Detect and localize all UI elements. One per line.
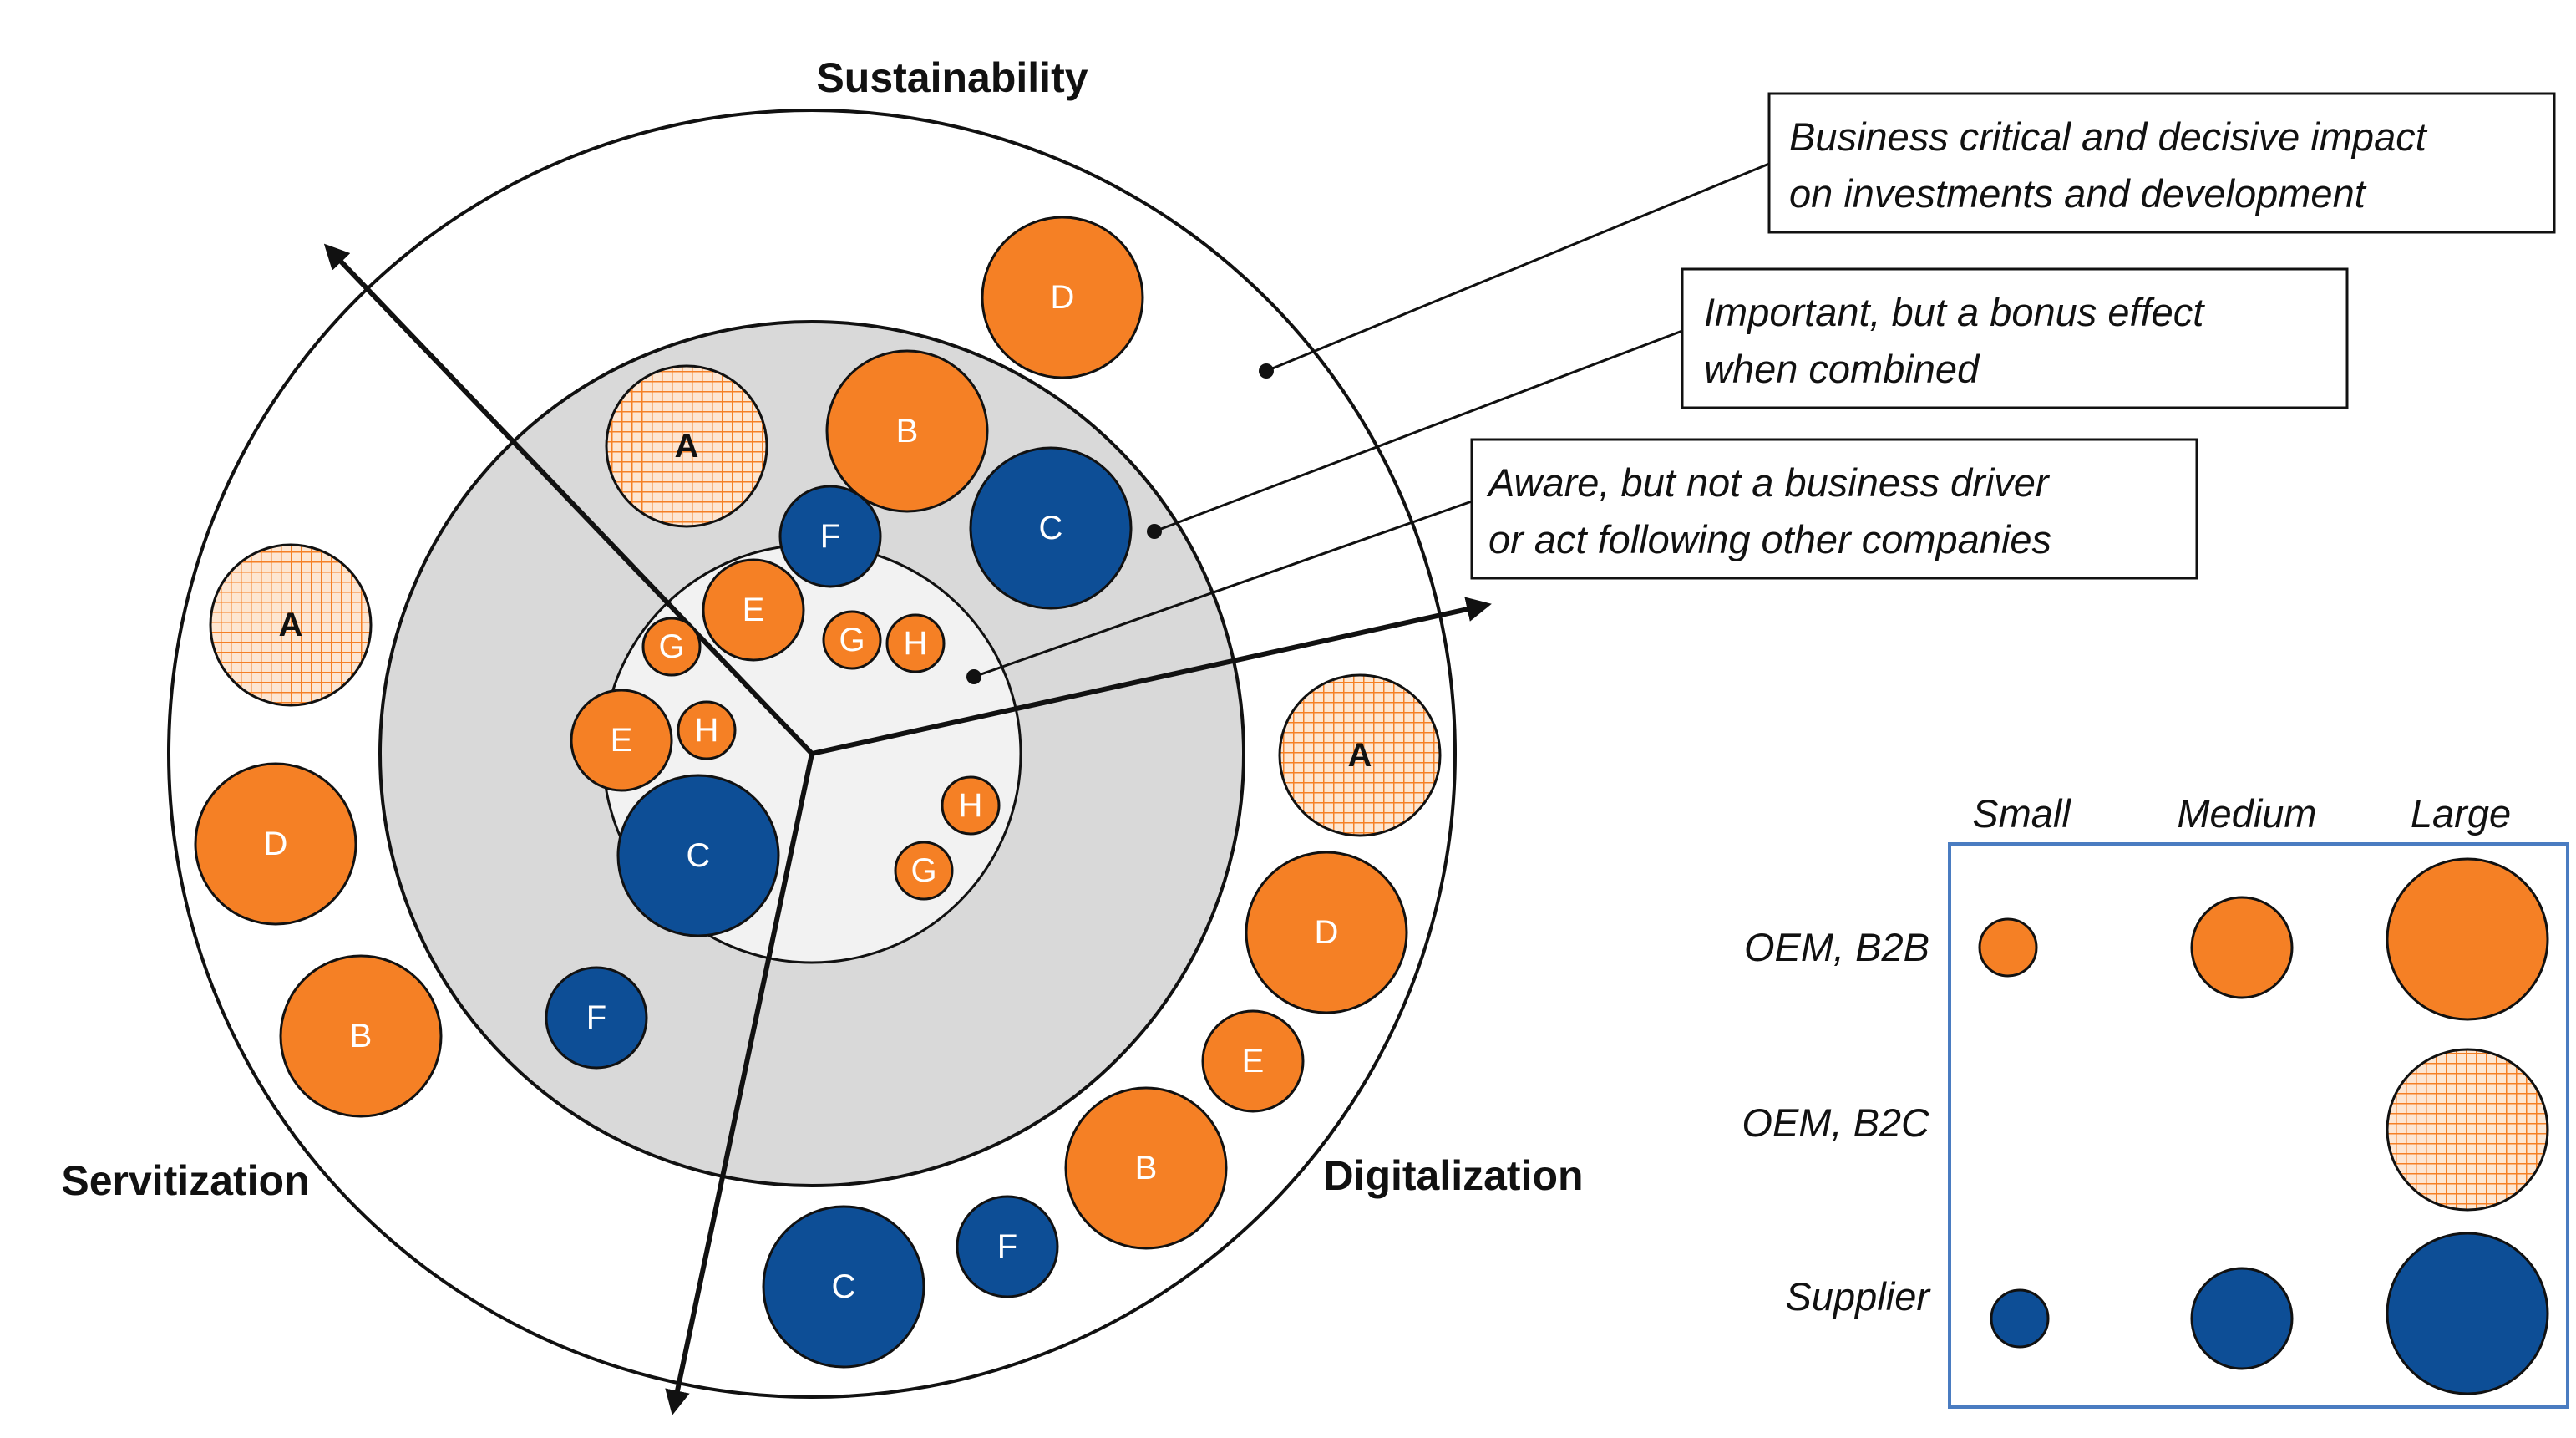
bubble-label: D (1315, 914, 1339, 951)
company-bubble (885, 613, 946, 673)
company-bubble (1201, 1009, 1305, 1113)
legend-row-oem-b2c: OEM, B2C (1742, 1100, 1930, 1145)
sustainability-axis (323, 243, 814, 756)
bubble-label: F (820, 518, 840, 555)
callout-text-outer-line-2: on investments and development (1789, 171, 2367, 216)
callout-leader-middle (1154, 329, 1683, 533)
company-bubble (209, 543, 373, 707)
legend: Small Medium Large OEM, B2B OEM, B2C Sup… (1742, 791, 2569, 1409)
callout-box-outer (1767, 92, 2556, 234)
bubble-label: B (896, 413, 919, 450)
company-bubble (969, 446, 1133, 610)
callout-text-inner-line-2: or act following other companies (1488, 517, 2051, 561)
callout-text-inner-line-1: Aware, but not a business driver (1486, 460, 2051, 505)
bubble-label: A (279, 607, 303, 643)
bubble-label: A (675, 428, 699, 465)
bubble-label: G (839, 622, 865, 658)
company-bubble (194, 762, 357, 926)
company-bubble (279, 954, 443, 1118)
company-bubble (605, 364, 768, 528)
callout-dot-outer (1259, 363, 1274, 379)
company-bubble (956, 1195, 1059, 1298)
legend-b2b-small (1978, 917, 2038, 978)
callout-dot-middle (1147, 524, 1162, 539)
bubble-label: D (1051, 279, 1075, 316)
bubble-label: E (743, 592, 765, 628)
legend-b2b-medium (2190, 896, 2294, 999)
legend-col-medium: Medium (2177, 791, 2316, 836)
company-bubble (981, 216, 1144, 379)
company-bubble (1064, 1086, 1228, 1250)
company-bubble (1245, 851, 1408, 1014)
legend-row-supplier: Supplier (1786, 1274, 1932, 1319)
callout-leader-inner (973, 500, 1473, 678)
axis-title-digitalization: Digitalization (1323, 1152, 1583, 1199)
callout-dot-inner (966, 669, 981, 684)
legend-supplier-large (2386, 1232, 2549, 1395)
callout-leader-outer (1265, 162, 1770, 373)
bubble-label: G (910, 852, 936, 889)
axis-title-servitization: Servitization (61, 1157, 309, 1204)
company-bubble (822, 610, 882, 670)
bubble-label: H (904, 625, 928, 662)
axis-title-sustainability: Sustainability (816, 54, 1088, 101)
company-bubble (616, 774, 780, 937)
company-bubble (677, 700, 737, 760)
bubble-label: C (832, 1268, 856, 1305)
legend-supplier-medium (2190, 1267, 2294, 1370)
company-bubble (1278, 673, 1442, 837)
bubble-label: B (1135, 1150, 1158, 1186)
bubble-label: C (687, 837, 711, 874)
callout-text-middle-line-2: when combined (1704, 347, 1980, 391)
company-bubble (545, 966, 648, 1070)
callout-text-outer-line-1: Business critical and decisive impact (1789, 114, 2428, 159)
legend-row-oem-b2b: OEM, B2B (1744, 925, 1929, 969)
company-labels: A B C D F E G G H E H C F A D B H G A D … (264, 279, 1372, 1305)
legend-b2c-large (2386, 1048, 2549, 1212)
company-bubble (894, 841, 954, 901)
callout-box-inner (1470, 438, 2198, 580)
company-bubble (941, 775, 1001, 836)
bubble-label: C (1039, 510, 1063, 546)
bubble-label: G (658, 628, 684, 665)
bubble-label: D (264, 826, 288, 862)
legend-b2b-large (2386, 857, 2549, 1021)
company-bubble (762, 1205, 925, 1369)
bubble-label: F (997, 1228, 1017, 1265)
bubble-label: H (695, 712, 719, 749)
bubble-label: A (1348, 737, 1372, 774)
bubble-label: B (350, 1018, 373, 1054)
company-bubble (570, 689, 673, 792)
servitization-axis (665, 753, 814, 1415)
bubble-label: F (586, 999, 606, 1036)
company-bubbles (194, 216, 1442, 1369)
bubble-label: H (959, 787, 983, 824)
company-bubble (825, 349, 989, 513)
legend-col-large: Large (2411, 791, 2511, 836)
company-bubble (702, 558, 805, 662)
callout-box-middle (1681, 267, 2349, 409)
digitalization-axis (811, 597, 1492, 756)
company-bubble (778, 485, 882, 588)
bubble-label: E (611, 722, 633, 759)
legend-col-small: Small (1972, 791, 2071, 836)
callout-text-middle-line-1: Important, but a bonus effect (1704, 290, 2205, 334)
company-bubble (641, 617, 702, 677)
legend-supplier-small (1990, 1288, 2050, 1349)
bubble-label: E (1242, 1043, 1265, 1080)
